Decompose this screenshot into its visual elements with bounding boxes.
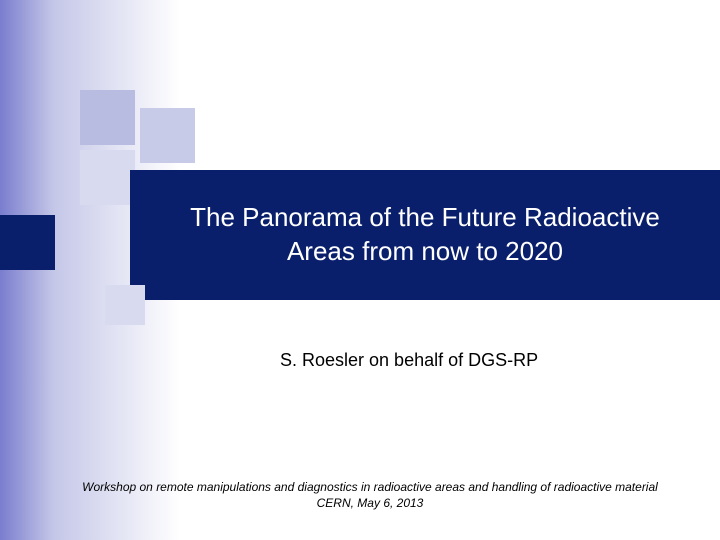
decor-square-0 <box>0 215 55 270</box>
decor-square-2 <box>80 150 135 205</box>
decor-square-4 <box>105 285 145 325</box>
title-bar: The Panorama of the Future Radioactive A… <box>130 170 720 300</box>
slide-footer: Workshop on remote manipulations and dia… <box>60 480 680 511</box>
decor-square-3 <box>140 108 195 163</box>
slide-subtitle: S. Roesler on behalf of DGS-RP <box>280 350 538 371</box>
decor-square-1 <box>80 90 135 145</box>
footer-line-2: CERN, May 6, 2013 <box>60 496 680 512</box>
slide-title: The Panorama of the Future Radioactive A… <box>130 201 720 269</box>
footer-line-1: Workshop on remote manipulations and dia… <box>60 480 680 496</box>
